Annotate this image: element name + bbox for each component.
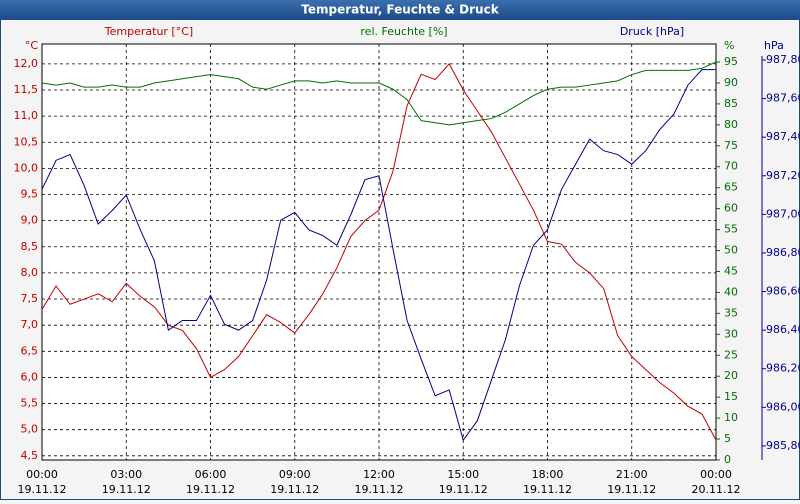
y2-tick-label: 65 [724,181,738,194]
y2-tick-label: 20 [724,369,738,382]
y3-tick-label: 986,60 [766,285,800,298]
y2-tick-label: 80 [724,118,738,131]
y2-tick-label: 50 [724,244,738,257]
y2-tick-label: 85 [724,97,738,110]
x-tick-label: 06:00 [195,468,227,481]
series-line [41,61,717,126]
y-tick-label: 10,5 [14,135,39,148]
series-line [41,69,716,442]
y-tick-label: 5,0 [21,423,39,436]
y3-tick-label: 987,00 [766,207,800,220]
y-tick-label: 8,5 [21,240,39,253]
y2-tick-label: 25 [724,348,738,361]
y-tick-label: 8,0 [21,266,39,279]
x-tick-label: 15:00 [447,468,479,481]
y-tick-label: 6,0 [21,370,39,383]
y-tick-label: 7,5 [21,292,39,305]
x-tick-date: 19.11.12 [270,483,319,496]
plot-area [41,43,717,461]
x-tick-date: 19.11.12 [523,483,572,496]
x-tick-label: 09:00 [279,468,311,481]
y2-tick-label: 10 [724,411,738,424]
y2-tick-label: 0 [724,453,731,466]
y2-tick-label: 5 [724,432,731,445]
y2-axis-label: rel. Feuchte [%] [360,25,447,38]
x-tick-label: 03:00 [110,468,142,481]
y-tick-label: 10,0 [14,161,39,174]
y3-tick-label: 987,20 [766,169,800,182]
y3-axis-label: Druck [hPa] [620,25,684,38]
y3-tick-label: 986,40 [766,323,800,336]
y3-tick-label: 986,20 [766,362,800,375]
y-tick-label: 7,0 [21,318,39,331]
x-tick-label: 00:00 [26,468,58,481]
x-tick-date: 20.11.12 [692,483,741,496]
y-tick-label: 12,0 [14,57,39,70]
title-bar [0,0,800,20]
y-tick-label: 9,0 [21,214,39,227]
y-tick-label: 9,5 [21,188,39,201]
y2-tick-label: 95 [724,55,738,68]
y3-tick-label: 986,80 [766,246,800,259]
y2-tick-label: 75 [724,139,738,152]
x-tick-date: 19.11.12 [18,483,67,496]
y3-tick-label: 987,60 [766,92,800,105]
x-tick-date: 19.11.12 [439,483,488,496]
x-tick-label: 21:00 [616,468,648,481]
y2-tick-label: 40 [724,285,738,298]
series-line [41,62,717,441]
x-tick-label: 18:00 [532,468,564,481]
y2-tick-label: 30 [724,327,738,340]
y-tick-label: 6,5 [21,344,39,357]
y2-tick-label: 45 [724,264,738,277]
x-tick-date: 19.11.12 [607,483,656,496]
y-axis-label: Temperatur [°C] [104,25,193,38]
x-tick-label: 00:00 [700,468,732,481]
y2-tick-label: 15 [724,390,738,403]
y2-tick-label: 60 [724,202,738,215]
y3-tick-label: 986,00 [766,400,800,413]
x-tick-date: 19.11.12 [355,483,404,496]
y3-tick-label: 985,80 [766,439,800,452]
y3-tick-label: 987,40 [766,130,800,143]
y-tick-label: 11,5 [14,83,39,96]
y-tick-label: 4,5 [21,449,39,462]
y2-unit: % [724,39,734,52]
chart-title: Temperatur, Feuchte & Druck [301,3,499,17]
x-tick-label: 12:00 [363,468,395,481]
y-tick-label: 5,5 [21,397,39,410]
x-tick-date: 19.11.12 [102,483,151,496]
y3-tick-label: 987,80 [766,53,800,66]
x-tick-date: 19.11.12 [186,483,235,496]
y2-tick-label: 90 [724,76,738,89]
y-unit: °C [25,39,39,52]
y-tick-label: 11,0 [14,109,39,122]
y2-tick-label: 35 [724,306,738,319]
y2-tick-label: 55 [724,223,738,236]
y2-tick-label: 70 [724,160,738,173]
y3-unit: hPa [764,39,784,52]
